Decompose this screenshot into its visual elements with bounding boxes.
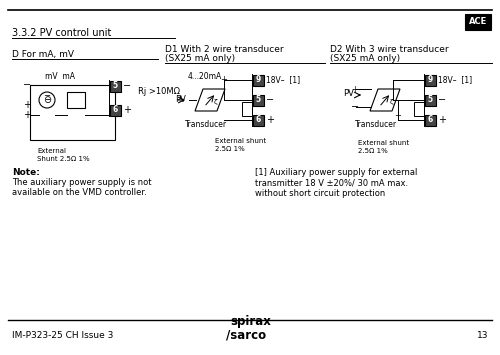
- Text: 6: 6: [112, 105, 117, 115]
- Bar: [30, 85, 115, 140]
- Text: The auxiliary power supply is not
available on the VMD controller.: The auxiliary power supply is not availa…: [12, 178, 151, 197]
- Text: PV: PV: [175, 95, 186, 104]
- Text: [1] Auxiliary power supply for external
transmitter 18 V ±20%/ 30 mA max.
withou: [1] Auxiliary power supply for external …: [255, 168, 418, 198]
- Text: 6: 6: [256, 115, 260, 125]
- Bar: [67, 92, 85, 108]
- Text: ζ: ζ: [389, 99, 393, 105]
- Text: 9: 9: [428, 76, 432, 84]
- Text: +: +: [266, 115, 274, 125]
- Text: +: +: [352, 84, 358, 93]
- Text: 2.5Ω 1%: 2.5Ω 1%: [215, 146, 245, 152]
- Text: mV  mA: mV mA: [45, 72, 75, 81]
- Text: PV: PV: [343, 88, 354, 98]
- Text: +: +: [23, 110, 31, 120]
- Text: 9: 9: [256, 76, 260, 84]
- Text: External: External: [37, 148, 66, 154]
- Text: 5: 5: [256, 95, 260, 104]
- Text: External shunt: External shunt: [215, 138, 266, 144]
- Text: D1 With 2 wire transducer: D1 With 2 wire transducer: [165, 45, 284, 54]
- Text: +: +: [123, 105, 131, 115]
- Text: D2 With 3 wire transducer: D2 With 3 wire transducer: [330, 45, 448, 54]
- Text: −: −: [123, 81, 131, 91]
- Text: IM-P323-25 CH Issue 3: IM-P323-25 CH Issue 3: [12, 331, 114, 339]
- Bar: [414, 102, 424, 116]
- Text: 2.5Ω 1%: 2.5Ω 1%: [358, 148, 388, 154]
- Bar: [110, 81, 120, 92]
- Text: /sarco: /sarco: [226, 328, 266, 341]
- Text: −: −: [351, 102, 359, 112]
- Text: Transducer: Transducer: [185, 120, 227, 129]
- Bar: [424, 94, 436, 105]
- Text: 3.3.2 PV control unit: 3.3.2 PV control unit: [12, 28, 112, 38]
- Text: 5: 5: [112, 82, 117, 91]
- Text: External shunt: External shunt: [358, 140, 409, 146]
- Text: Transducer: Transducer: [355, 120, 397, 129]
- Bar: [252, 75, 264, 86]
- Text: −: −: [44, 92, 51, 100]
- Text: +: +: [23, 100, 31, 110]
- Text: ⊖: ⊖: [43, 95, 51, 105]
- Text: 13: 13: [476, 331, 488, 339]
- Text: ζ: ζ: [214, 99, 218, 105]
- Text: D For mA, mV: D For mA, mV: [12, 50, 74, 59]
- Text: (SX25 mA only): (SX25 mA only): [165, 54, 235, 63]
- Text: Rj >10MΩ: Rj >10MΩ: [138, 87, 180, 97]
- Text: ACE: ACE: [469, 17, 487, 27]
- Text: −: −: [438, 95, 446, 105]
- Text: −: −: [23, 80, 31, 90]
- Bar: [252, 94, 264, 105]
- Text: 5: 5: [428, 95, 432, 104]
- Text: Note:: Note:: [12, 168, 40, 177]
- Text: 4...20mA: 4...20mA: [188, 72, 222, 81]
- Text: +: +: [220, 76, 228, 84]
- Text: (SX25 mA only): (SX25 mA only): [330, 54, 400, 63]
- Text: 6: 6: [428, 115, 432, 125]
- Bar: [424, 75, 436, 86]
- Bar: [424, 115, 436, 126]
- Bar: [242, 102, 252, 116]
- Text: 18V–  [1]: 18V– [1]: [266, 76, 300, 84]
- Text: spirax: spirax: [230, 315, 271, 328]
- Bar: [465, 14, 491, 30]
- Text: +: +: [394, 110, 402, 120]
- Bar: [252, 115, 264, 126]
- Text: 18V–  [1]: 18V– [1]: [438, 76, 472, 84]
- Bar: [110, 104, 120, 115]
- Text: Shunt 2.5Ω 1%: Shunt 2.5Ω 1%: [37, 156, 90, 162]
- Text: −: −: [266, 95, 274, 105]
- Text: +: +: [438, 115, 446, 125]
